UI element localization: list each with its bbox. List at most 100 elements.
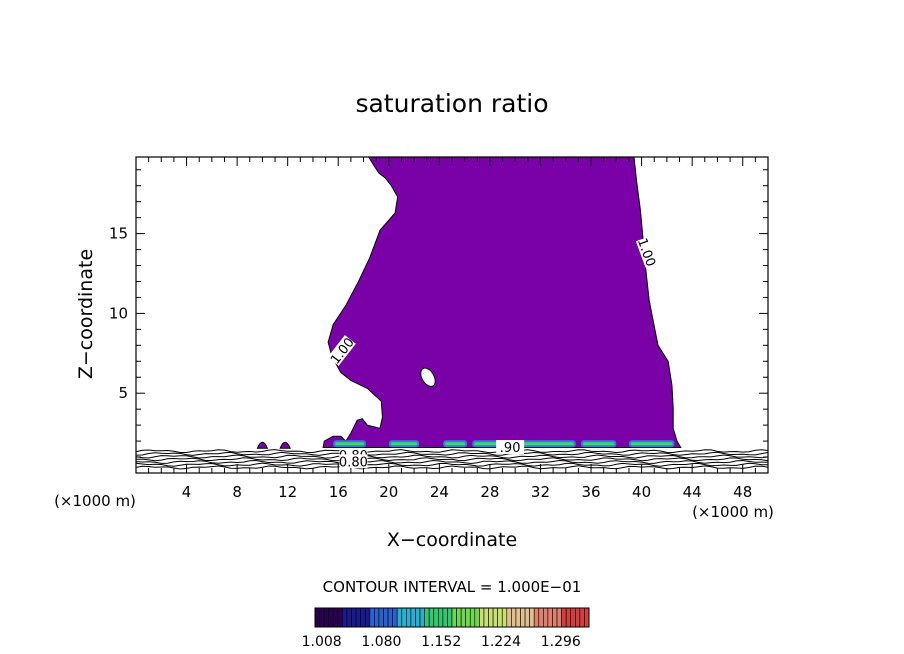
colorbar-cell [460,607,466,628]
colorbar-cell [465,607,471,628]
supersaturation-core [445,442,466,446]
colorbar-cell [328,607,334,628]
colorbar-cell [410,607,416,628]
colorbar-cell [533,607,540,628]
saturated-blob [256,441,269,449]
colorbar-cell [479,607,485,628]
colorbar-cell [323,607,329,628]
colorbar-cell [547,607,553,628]
colorbar-cell [401,607,407,628]
colorbar-frame [314,607,590,628]
contour-label-background [339,454,368,469]
surface-contour-line [135,454,769,459]
colorbar-cell [351,607,357,628]
colorbar-cell [355,607,361,628]
x-tick-label: 12 [278,483,297,501]
colorbar-tick-label: 1.008 [302,634,342,650]
colorbar-cell [319,607,325,628]
colorbar-cell [447,607,453,628]
supersaturation-core [335,442,365,446]
colorbar-cell [314,607,320,628]
saturated-blob [279,441,291,449]
surface-contour-line [135,462,768,467]
colorbar-cell [556,607,562,628]
colorbar-cell [529,607,535,628]
colorbar-cell [515,607,521,628]
colorbar-cell [483,607,489,628]
colorbar-cell [579,607,585,628]
colorbar-cell [374,607,380,628]
surface-contour-line [135,451,769,456]
colorbar-cell [488,607,494,628]
x-tick-label: 28 [480,483,499,501]
surface-contour-line [135,449,769,454]
y-axis-label: Z−coordinate [75,249,97,379]
colorbar-cell [364,607,371,628]
x-axis-label: X−coordinate [387,529,517,551]
colorbar-cell [456,607,462,628]
colorbar-cell [570,607,576,628]
surface-contour-line [135,457,769,462]
x-tick-label: 24 [430,483,449,501]
colorbar-cell [383,607,389,628]
contour-label: 0.80 [339,455,368,470]
contour-label-background [327,335,356,366]
colorbar-cell [538,607,544,628]
x-tick-label: 48 [733,483,752,501]
colorbar-cell [437,607,444,628]
colorbar-cell [552,607,558,628]
colorbar-cell [501,607,508,628]
colorbar-cell [565,607,572,628]
colorbar-cell [406,607,412,628]
x-unit-left: (×1000 m) [54,492,136,510]
x-tick-label: 32 [531,483,550,501]
colorbar-cell [360,607,366,628]
colorbar-cell [561,607,567,628]
colorbar-cell [369,607,375,628]
colorbar-cell [442,607,448,628]
contour-interval-text: CONTOUR INTERVAL = 1.000E−01 [323,578,582,596]
colorbar-cell [424,607,430,628]
colorbar: 1.008 1.080 1.152 1.224 1.296 [302,607,590,650]
colorbar-cell [451,607,457,628]
colorbar-cell [469,607,476,628]
colorbar-cell [433,607,439,628]
colorbar-cell [337,607,343,628]
saturated-region [322,156,682,448]
colorbar-cell [574,607,581,628]
x-tick-label: 4 [182,483,192,501]
x-tick-label: 36 [581,483,600,501]
x-tick-label: 16 [329,483,348,501]
colorbar-cell [396,607,403,628]
x-unit-right: (×1000 m) [692,503,774,521]
colorbar-cell [387,607,393,628]
colorbar-cell [497,607,503,628]
colorbar-tick-label: 1.224 [481,634,521,650]
y-tick-label: 15 [109,225,128,243]
y-tick-label: 5 [118,384,128,402]
supersaturation-core [390,442,418,446]
colorbar-cell [419,607,425,628]
colorbar-tick-label: 1.152 [421,634,461,650]
x-tick-label: 44 [683,483,702,501]
surface-contour-line [135,459,769,465]
colorbar-cell [342,607,348,628]
x-tick-label: 8 [232,483,242,501]
colorbar-cell [511,607,517,628]
colorbar-cell [415,607,421,628]
y-tick-label: 10 [109,304,128,322]
colorbar-cell [428,607,435,628]
chart-title: saturation ratio [355,89,548,118]
x-tick-label: 40 [632,483,651,501]
colorbar-tick-label: 1.296 [541,634,581,650]
colorbar-cell [543,607,549,628]
colorbar-cell [584,607,590,628]
plot-area: 1.001.000.800.80.90481216202428323640444… [109,156,769,501]
supersaturation-core [630,442,673,446]
colorbar-cell [506,607,512,628]
colorbar-cell [520,607,526,628]
colorbar-cell [332,607,339,628]
contour-label: .90 [500,441,521,456]
contour-label-background [635,236,659,268]
